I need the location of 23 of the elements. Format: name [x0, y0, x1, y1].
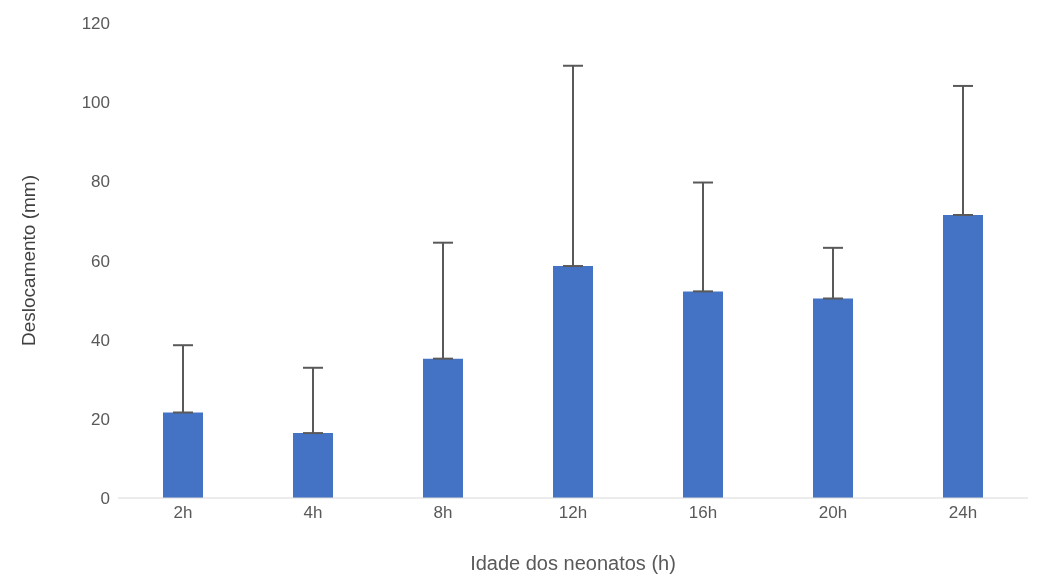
y-tick-label: 120: [81, 14, 110, 34]
bar: [683, 291, 723, 498]
bar: [293, 433, 333, 498]
y-tick-label: 100: [81, 93, 110, 113]
x-axis-title: Idade dos neonatos (h): [470, 552, 676, 574]
x-tick-label: 4h: [303, 503, 323, 523]
x-tick-label: 16h: [688, 503, 718, 523]
x-tick-label: 20h: [818, 503, 848, 523]
y-tick-label: 20: [91, 409, 110, 429]
x-tick-label: 12h: [558, 503, 588, 523]
bar: [813, 298, 853, 498]
y-tick-label: 80: [91, 172, 110, 192]
bar: [163, 412, 203, 498]
bar: [553, 266, 593, 498]
y-tick-label: 0: [100, 489, 110, 509]
y-tick-label: 60: [91, 251, 110, 271]
x-tick-label: 8h: [433, 503, 453, 523]
y-tick-label: 40: [91, 330, 110, 350]
x-tick-label: 24h: [948, 503, 978, 523]
bar: [943, 214, 983, 498]
x-tick-label: 2h: [173, 503, 193, 523]
bar: [423, 358, 463, 498]
y-axis-title: Deslocamento (mm): [17, 174, 39, 347]
